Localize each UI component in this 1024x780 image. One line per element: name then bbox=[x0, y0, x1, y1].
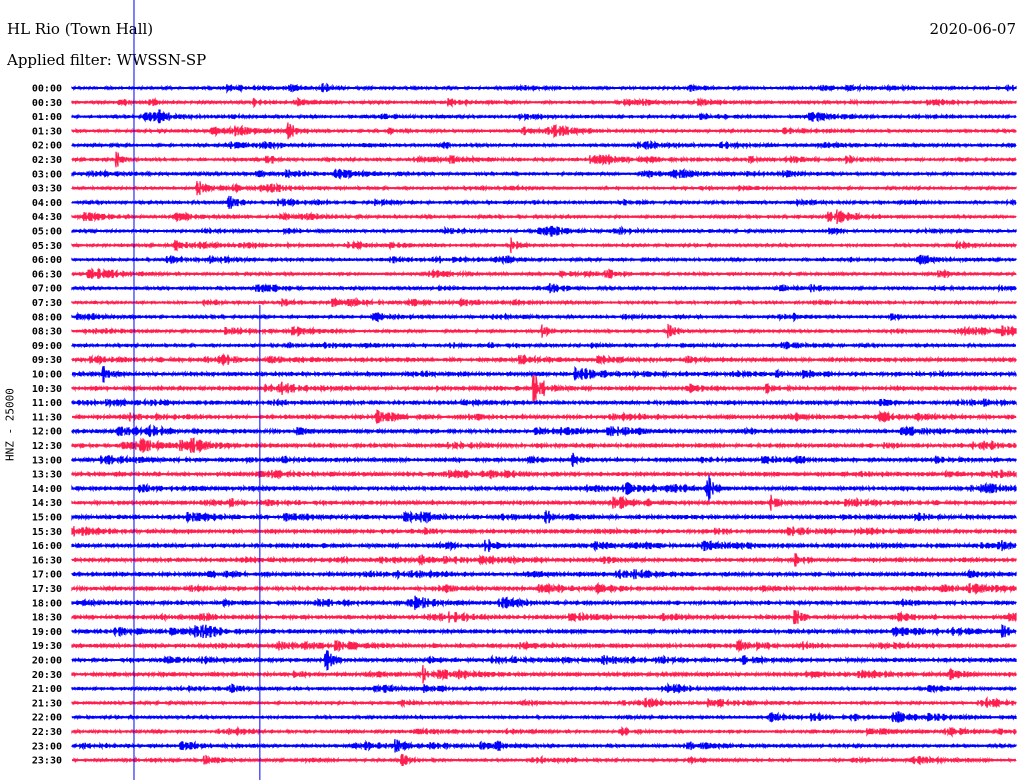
row-time-label: 11:30 bbox=[32, 412, 62, 423]
row-time-label: 03:30 bbox=[32, 184, 62, 195]
row-time-label: 08:30 bbox=[32, 327, 62, 338]
row-time-label: 14:00 bbox=[32, 484, 62, 495]
row-time-label: 15:00 bbox=[32, 513, 62, 524]
trace-row bbox=[71, 82, 1017, 95]
row-time-label: 01:30 bbox=[32, 126, 62, 137]
row-time-label: 14:30 bbox=[32, 498, 62, 509]
date-label: 2020-06-07 bbox=[929, 20, 1016, 38]
row-time-label: 22:30 bbox=[32, 727, 62, 738]
row-time-label: 15:30 bbox=[32, 527, 62, 538]
row-time-label: 19:00 bbox=[32, 627, 62, 638]
row-time-label: 01:00 bbox=[32, 112, 62, 123]
row-time-label: 00:00 bbox=[32, 84, 62, 95]
row-time-label: 05:30 bbox=[32, 241, 62, 252]
trace-row bbox=[71, 525, 1017, 537]
row-time-label: 03:00 bbox=[32, 169, 62, 180]
row-time-label: 10:30 bbox=[32, 384, 62, 395]
row-time-label: 21:30 bbox=[32, 698, 62, 709]
row-time-label: 07:30 bbox=[32, 298, 62, 309]
row-time-label: 02:30 bbox=[32, 155, 62, 166]
row-time-label: 12:00 bbox=[32, 427, 62, 438]
row-time-label: 13:00 bbox=[32, 455, 62, 466]
row-time-label: 09:00 bbox=[32, 341, 62, 352]
row-time-label: 19:30 bbox=[32, 641, 62, 652]
row-time-label: 10:00 bbox=[32, 370, 62, 381]
row-time-label: 18:00 bbox=[32, 598, 62, 609]
row-time-label: 20:00 bbox=[32, 656, 62, 667]
row-time-label: 18:30 bbox=[32, 613, 62, 624]
row-time-label: 08:00 bbox=[32, 312, 62, 323]
row-time-label: 17:30 bbox=[32, 584, 62, 595]
row-time-label: 11:00 bbox=[32, 398, 62, 409]
row-time-label: 05:00 bbox=[32, 227, 62, 238]
row-time-label: 23:00 bbox=[32, 741, 62, 752]
station-title: HL Rio (Town Hall) bbox=[7, 20, 154, 38]
row-time-label: 21:00 bbox=[32, 684, 62, 695]
row-time-label: 13:30 bbox=[32, 470, 62, 481]
row-time-label: 02:00 bbox=[32, 141, 62, 152]
row-time-label: 16:00 bbox=[32, 541, 62, 552]
row-time-label: 22:00 bbox=[32, 713, 62, 724]
row-time-label: 04:00 bbox=[32, 198, 62, 209]
row-time-label: 04:30 bbox=[32, 212, 62, 223]
row-time-label: 17:00 bbox=[32, 570, 62, 581]
row-time-label: 06:00 bbox=[32, 255, 62, 266]
row-time-label: 00:30 bbox=[32, 98, 62, 109]
row-time-label: 12:30 bbox=[32, 441, 62, 452]
row-time-label: 09:30 bbox=[32, 355, 62, 366]
row-time-label: 06:30 bbox=[32, 269, 62, 280]
row-time-label: 16:30 bbox=[32, 555, 62, 566]
row-time-label: 20:30 bbox=[32, 670, 62, 681]
row-time-label: 07:00 bbox=[32, 284, 62, 295]
row-time-label: 23:30 bbox=[32, 756, 62, 767]
filter-label: Applied filter: WWSSN-SP bbox=[7, 51, 207, 69]
